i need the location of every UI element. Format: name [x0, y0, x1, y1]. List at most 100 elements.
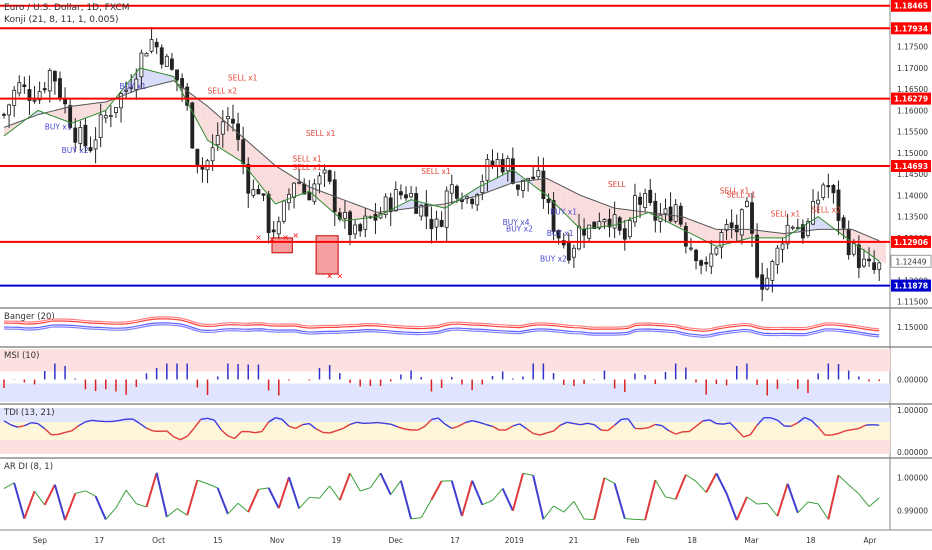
tdi-line-segment	[539, 432, 547, 436]
candle-body	[281, 200, 286, 222]
level-tag-bg	[891, 22, 931, 35]
ardi-line-segment	[329, 485, 341, 501]
tdi-line-segment	[424, 419, 432, 428]
tdi-line-segment	[817, 426, 826, 436]
trade-signal-label: SELL x1	[292, 154, 322, 163]
ardi-line-segment	[492, 488, 504, 501]
ardi-line-segment	[766, 503, 778, 517]
tdi-line-segment	[526, 428, 534, 435]
ardi-line-segment	[501, 488, 514, 512]
candle-body	[841, 217, 846, 229]
candle-body	[37, 91, 42, 101]
indicator-tick-label: 1.00000	[897, 406, 928, 415]
tdi-line-segment	[370, 421, 378, 424]
tdi-line-segment	[661, 425, 670, 432]
tdi-line-segment	[58, 431, 66, 436]
ardi-line-segment	[277, 476, 290, 509]
ardi-line-segment	[319, 485, 331, 499]
ardi-line-segment	[3, 482, 15, 489]
ma-cloud-segment	[356, 204, 364, 220]
tdi-line-segment	[180, 435, 188, 441]
candle-body	[322, 169, 327, 174]
indicator-tick-label: 0.00000	[897, 376, 928, 385]
candle-body	[103, 115, 108, 119]
ardi-line-segment	[237, 502, 249, 513]
ardi-line-segment	[379, 472, 392, 496]
level-tag: 1.18465	[891, 0, 931, 12]
ardi-line-segment	[23, 490, 36, 520]
candle-body	[276, 221, 281, 235]
candle-body	[851, 243, 856, 255]
tdi-line-segment	[146, 427, 154, 432]
ma-slow-line	[3, 80, 880, 242]
tdi-line-segment	[37, 423, 46, 430]
candle-body	[449, 184, 454, 194]
ardi-line-segment	[207, 483, 218, 489]
band-line	[3, 318, 880, 332]
ma-cloud-segment	[207, 106, 215, 145]
candle-body	[139, 52, 144, 78]
ardi-line-segment	[461, 480, 474, 517]
level-tag: 1.12906	[891, 235, 931, 248]
band-line	[3, 316, 880, 330]
candle-body	[862, 258, 866, 267]
ardi-line-segment	[411, 517, 422, 520]
tdi-line-segment	[390, 423, 398, 428]
tdi-line-segment	[641, 426, 649, 430]
tdi-line-segment	[234, 431, 242, 440]
tdi-line-segment	[872, 423, 880, 426]
trade-signal-label: BUY x1	[119, 82, 146, 91]
trade-signal-label: SELL x1	[228, 74, 258, 83]
candle-body	[149, 39, 154, 52]
level-tag: 1.11878	[891, 279, 931, 292]
price-tick-label: 1.15000	[897, 149, 928, 158]
tdi-line-segment	[302, 422, 310, 426]
tdi-line-segment	[220, 429, 229, 437]
tdi-line-segment	[838, 430, 846, 435]
candle-body	[531, 176, 536, 180]
candle-body	[587, 224, 592, 239]
ma-cloud-segment	[702, 224, 710, 244]
candle-body	[541, 170, 546, 200]
candle-body	[780, 243, 785, 250]
ardi-line-segment	[746, 496, 758, 505]
candle-body	[312, 183, 317, 202]
ardi-line-segment	[695, 481, 707, 493]
tdi-upper-zone	[0, 408, 890, 422]
tdi-line-segment	[831, 432, 839, 436]
ardi-line-segment	[125, 489, 137, 505]
ardi-line-segment	[573, 501, 585, 520]
ardi-line-segment	[360, 487, 371, 492]
candle-body	[195, 148, 200, 165]
ardi-line-segment	[399, 480, 413, 520]
chart-header: Euro / U.S. Dollar, 1D, FXCM	[4, 3, 134, 13]
cross-marker: ×	[326, 271, 333, 280]
candle-body	[215, 135, 220, 146]
candle-body	[419, 204, 424, 217]
tdi-line-segment	[756, 417, 765, 426]
candle-body	[190, 102, 195, 149]
ardi-line-segment	[420, 499, 432, 518]
candle-body	[169, 58, 174, 70]
tdi-line-segment	[437, 417, 446, 425]
tdi-line-segment	[383, 422, 391, 425]
candle-body	[556, 230, 561, 239]
tdi-line-segment	[790, 422, 799, 427]
candle-body	[414, 193, 419, 214]
candle-body	[597, 221, 602, 229]
tdi-line-segment	[465, 419, 473, 424]
ardi-line-segment	[94, 495, 107, 520]
ma-cloud-segment	[193, 96, 201, 128]
ardi-line-segment	[858, 493, 870, 507]
tdi-line-segment	[322, 431, 330, 434]
ma-cloud-segment	[78, 104, 86, 121]
tdi-line-segment	[444, 423, 453, 429]
tdi-line-segment	[743, 434, 751, 438]
candle-body	[32, 99, 37, 102]
ardi-line-segment	[786, 483, 799, 514]
price-tick-label: 1.14500	[897, 170, 928, 179]
tdi-line-segment	[227, 435, 235, 440]
level-tag-label: 1.17934	[894, 24, 928, 33]
candle-body	[444, 190, 449, 228]
